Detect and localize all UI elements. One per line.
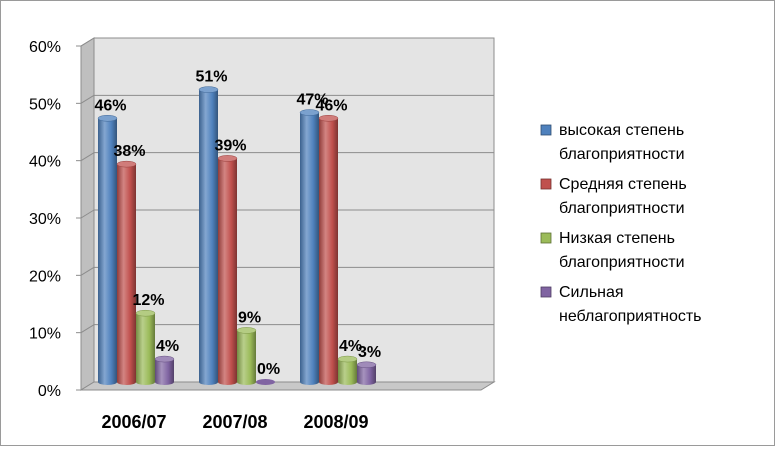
data-label: 46% <box>315 97 347 114</box>
data-label: 9% <box>238 309 261 326</box>
legend-label: Средняя степень <box>559 176 687 193</box>
legend-label: Сильная <box>559 284 624 301</box>
data-label: 12% <box>132 292 164 309</box>
bar-top <box>154 355 175 363</box>
bar <box>256 379 275 385</box>
bar-top <box>337 355 358 363</box>
bar <box>97 115 118 386</box>
data-label: 4% <box>156 338 179 355</box>
bar-body <box>218 158 237 385</box>
bar <box>337 355 358 385</box>
legend-label: благоприятности <box>559 254 685 271</box>
legend-entry: высокая степень благоприятности <box>540 122 685 163</box>
bar <box>217 155 238 385</box>
y-tick-label: 10% <box>29 326 61 343</box>
legend-label: высокая степень <box>559 122 684 139</box>
x-category-label: 2006/07 <box>101 412 166 432</box>
gridline-side <box>80 152 95 162</box>
bar-body <box>338 359 357 385</box>
bar-body <box>319 118 338 386</box>
gridline-side <box>80 324 95 334</box>
x-axis-categories: 2006/07 2007/08 2008/09 <box>101 412 368 432</box>
bar-top <box>256 379 275 385</box>
bar-top <box>236 327 257 334</box>
gridlines <box>80 37 494 334</box>
gridline-side <box>80 209 95 219</box>
bar-body <box>300 112 319 386</box>
gridline-side <box>80 94 95 104</box>
data-label: 3% <box>358 344 381 361</box>
data-label: 0% <box>257 361 280 378</box>
legend-label: неблагоприятность <box>559 308 702 325</box>
data-label: 4% <box>339 338 362 355</box>
data-label: 38% <box>113 143 145 160</box>
data-label: 47% <box>296 92 328 109</box>
x-category-label: 2008/09 <box>303 412 368 432</box>
y-tick-label: 40% <box>29 154 61 171</box>
bar <box>135 309 156 385</box>
legend-label: Низкая степень <box>559 230 675 247</box>
bar-body <box>357 364 376 385</box>
bar-top <box>116 160 137 168</box>
gridline-side <box>80 37 95 47</box>
bar <box>236 327 257 385</box>
bar-body <box>136 313 155 385</box>
legend-label: благоприятности <box>559 146 685 163</box>
bar-body <box>155 359 174 385</box>
data-label: 39% <box>214 137 246 154</box>
data-labels: 46%38%12%4%51%39%9%0%47%46%4%3% <box>94 69 381 378</box>
legend-label: благоприятности <box>559 200 685 217</box>
bar-body <box>117 164 136 385</box>
y-tick-label: 20% <box>29 268 61 285</box>
legend-swatch <box>540 178 552 190</box>
data-label: 46% <box>94 97 126 114</box>
bars <box>97 86 377 386</box>
bar <box>198 86 219 385</box>
bar <box>299 109 320 386</box>
y-tick-label: 0% <box>38 383 61 400</box>
y-tick-label: 50% <box>29 96 61 113</box>
bar-top <box>198 86 219 93</box>
bar-body <box>98 118 117 386</box>
y-tick-label: 60% <box>29 39 61 56</box>
bar <box>356 361 377 385</box>
y-tick-label: 30% <box>29 211 61 228</box>
x-category-label: 2007/08 <box>202 412 267 432</box>
legend-entry: Сильная неблагоприятность <box>540 284 702 325</box>
bar <box>116 160 137 385</box>
legend-entry: Низкая степень благоприятности <box>540 230 685 271</box>
bar <box>318 115 339 386</box>
legend-swatch <box>540 286 552 298</box>
bar-top <box>217 155 238 162</box>
bar <box>154 355 175 385</box>
bar-top <box>135 309 156 317</box>
bar-top <box>299 109 320 116</box>
gridline-side <box>80 266 95 276</box>
bar-top <box>97 115 118 122</box>
legend-swatch <box>540 124 552 136</box>
legend-swatch <box>540 232 552 244</box>
bar-top <box>318 115 339 122</box>
y-axis-ticks: 0% 10% 20% 30% 40% 50% 60% <box>29 39 82 400</box>
bar-body <box>199 89 218 385</box>
bar-body <box>237 330 256 385</box>
bar-top <box>356 361 377 369</box>
data-label: 51% <box>195 69 227 86</box>
legend-entry: Средняя степень благоприятности <box>540 176 687 217</box>
